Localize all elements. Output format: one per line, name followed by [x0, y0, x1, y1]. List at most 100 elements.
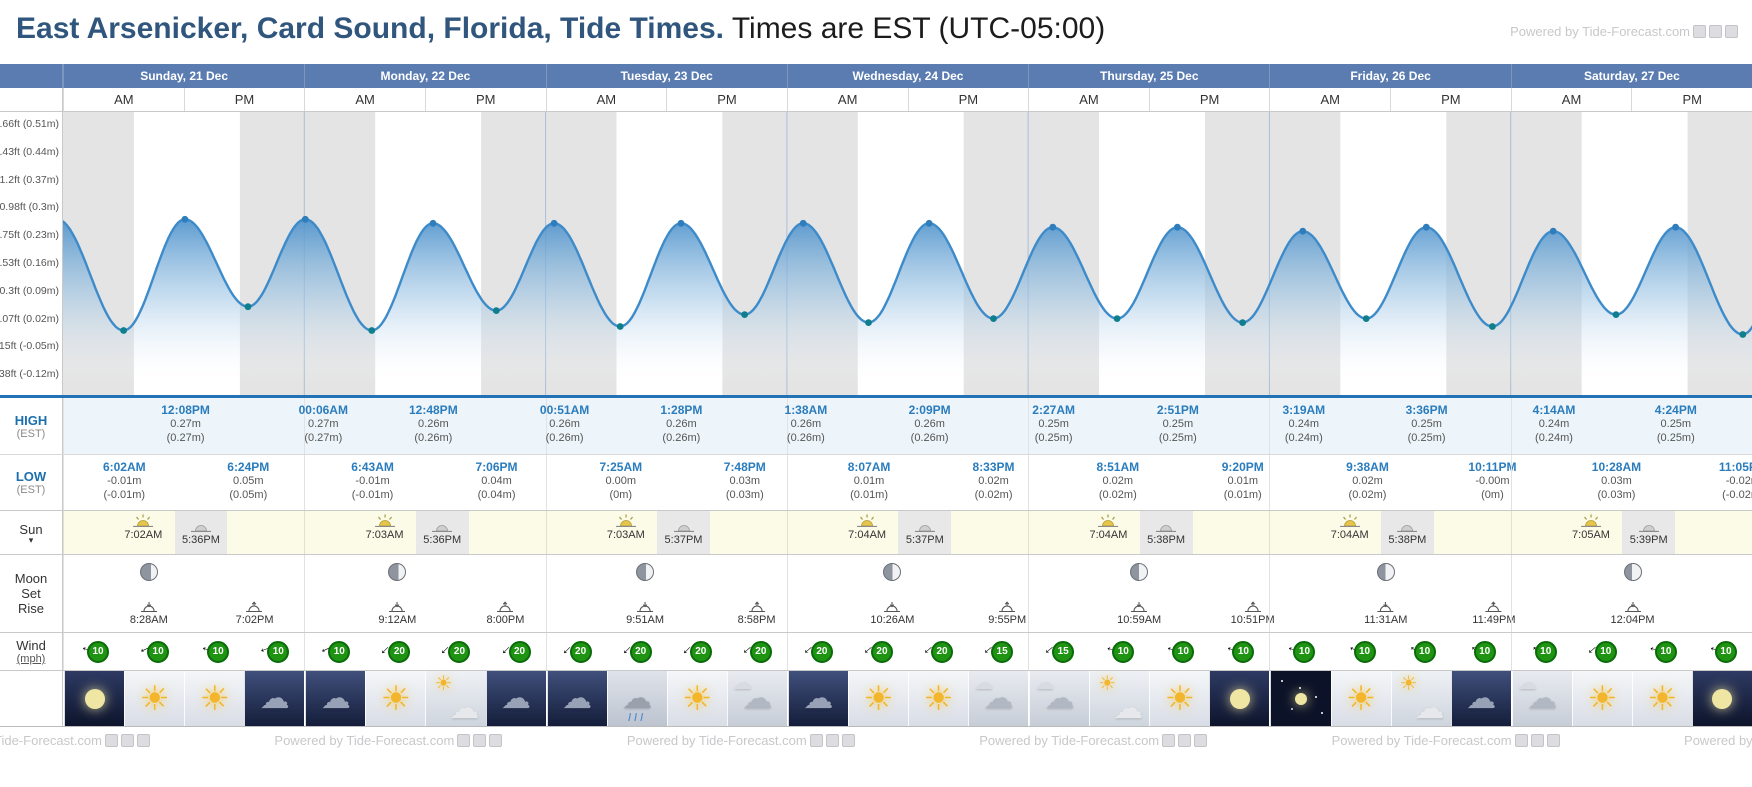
tide-high-event: 3:19AM 0.24m (0.24m): [1282, 403, 1325, 446]
am-label: AM: [545, 88, 667, 111]
wind-slot: → 10: [1572, 633, 1632, 670]
tide-curve-svg: [63, 112, 1752, 395]
moon-set-time: 9:51AM: [626, 614, 665, 627]
sunrise: 7:04AM: [848, 514, 886, 541]
app-badge-icon: [1546, 733, 1560, 747]
moon-rise-label: Rise: [17, 601, 44, 616]
powered-by-link[interactable]: Powered by Tide-Forecast.com: [1332, 733, 1560, 748]
sunset-time: 5:36PM: [423, 533, 462, 546]
weather-cell: ☁ ☀ ☀ ☁ ☁: [786, 671, 1029, 726]
wind-slot: → 10: [305, 633, 365, 670]
wind-mph-link[interactable]: (mph): [16, 653, 46, 665]
moon-cell: 10:59AM 10:51PM: [1028, 555, 1275, 632]
moon-rise: 9:55PM: [988, 601, 1026, 627]
sunrise: 7:04AM: [1089, 514, 1127, 541]
sunset: 5:38PM: [1139, 511, 1193, 554]
wind-speed-badge: 10: [1714, 640, 1737, 663]
sunset-icon: [1395, 519, 1419, 534]
tide-height: 0.03m: [729, 475, 761, 487]
wind-slot: → 10: [1632, 633, 1692, 670]
wind-slot: → 10: [1089, 633, 1149, 670]
wind-speed-badge: 20: [870, 640, 893, 663]
moon-cell: 12:04PM: [1510, 555, 1752, 632]
weather-sunny-icon: ☀: [847, 671, 908, 726]
wind-speed-badge: 10: [1293, 640, 1316, 663]
moon-rise-time: 7:02PM: [235, 614, 274, 627]
powered-by-text: Powered by Tide-Forecast.com: [979, 732, 1160, 748]
tide-time: 7:48PM: [723, 460, 766, 474]
moon-cell: 9:51AM 8:58PM: [545, 555, 787, 632]
sunset: 5:38PM: [1380, 511, 1434, 554]
tide-chart-row: 1.66ft (0.51m) 1.43ft (0.44m) 1.2ft (0.37m…: [0, 112, 1752, 398]
tide-datum: (0.26m): [786, 431, 825, 444]
location-title: East Arsenicker, Card Sound, Florida, Ti…: [16, 12, 725, 45]
weather-cloudy-night-icon: ☁: [485, 671, 546, 726]
powered-by-text: Powered by Tide-Forecast.com: [0, 732, 102, 748]
sunset-icon: [1637, 519, 1661, 534]
wind-cell: → 10 → 10 → 10 → 10: [1269, 633, 1510, 670]
day-cell: 3:19AM 0.24m (0.24m) 3:36PM 0.25m (0.25m): [1269, 398, 1510, 454]
tide-datum: (0.26m): [662, 431, 701, 444]
powered-by-top-link[interactable]: Powered by Tide-Forecast.com: [1510, 24, 1738, 39]
tide-height: -0.01m: [107, 475, 142, 487]
powered-by-link[interactable]: Powered by Tide-Forecast.com: [627, 733, 855, 748]
moon-rise-icon: [486, 601, 524, 614]
tide-datum: (0.01m): [850, 488, 889, 501]
high-row: HIGH (EST) 12:08PM 0.27m (0.27m) 00:06AM 0.2…: [0, 398, 1752, 455]
sunrise-time: 7:04AM: [848, 529, 887, 541]
tide-time: 9:38AM: [1346, 460, 1389, 474]
tide-chart: [63, 112, 1752, 395]
tide-height: 0.25m: [1660, 418, 1692, 430]
moon-set-icon: [1364, 601, 1407, 614]
wind-speed-badge: 20: [689, 640, 712, 663]
tide-time: 6:43AM: [351, 460, 394, 474]
weather-cloudy-night-icon: ☁: [305, 671, 366, 726]
tide-datum: (0.03m): [725, 488, 764, 501]
sun-cell: 7:04AM 5:38PM: [1028, 511, 1269, 554]
moon-rise-icon: [236, 601, 274, 614]
moon-phase-icon: [139, 563, 158, 581]
moon-rise-icon: [738, 601, 776, 614]
wind-speed-badge: 10: [1473, 640, 1496, 663]
wind-speed-badge: 10: [87, 640, 110, 663]
tide-height: 0.01m: [853, 475, 885, 487]
pm-label: PM: [907, 88, 1029, 111]
moon-rise-time: 8:00PM: [486, 614, 525, 627]
y-axis: 1.66ft (0.51m) 1.43ft (0.44m) 1.2ft (0.37m…: [0, 112, 63, 395]
wind-slot: → 20: [667, 633, 727, 670]
weather-clear-night-icon: [1270, 671, 1331, 726]
moon-rise: 7:02PM: [235, 601, 274, 627]
tide-time: 12:48PM: [408, 403, 458, 417]
powered-by-link[interactable]: Powered by Tide-Forecast.com: [979, 732, 1208, 748]
sunset: 5:36PM: [415, 511, 469, 554]
pm-label: PM: [1631, 88, 1752, 111]
day-cell: 12:08PM 0.27m (0.27m): [63, 398, 304, 454]
powered-by-link[interactable]: Powered by Tide-Forecast.com: [274, 733, 503, 748]
tide-height: 0.26m: [666, 418, 697, 430]
wind-slot: → 10: [1451, 633, 1511, 670]
wind-slot: → 10: [1331, 633, 1391, 670]
ampm-cell: AM PM: [1028, 88, 1269, 111]
weather-sunny-icon: ☀: [1149, 671, 1210, 726]
sun-label-text: Sun: [19, 521, 43, 537]
wind-slot: → 20: [486, 633, 546, 670]
weather-cloudy-icon: ☁ ☁: [1511, 671, 1572, 726]
pm-label: PM: [424, 88, 546, 111]
tide-high-event: 00:51AM 0.26m (0.26m): [540, 403, 589, 446]
moon-set: 8:28AM: [130, 601, 168, 627]
moon-rise-icon: [988, 601, 1026, 614]
weather-cloudy-night-icon: ☁: [1450, 671, 1511, 726]
day-header-cell: Monday, 22 Dec: [304, 64, 545, 88]
powered-by-link[interactable]: Powered by Tide-Forecast.com: [0, 733, 150, 748]
tide-datum: (-0.01m): [103, 488, 146, 501]
wind-row: Wind (mph) → 10 → 10 → 10 → 10 → 10 → 20 → 20 → 20 → 20 → 2…: [0, 633, 1752, 671]
tide-table: Sunday, 21 Dec Monday, 22 Dec Tuesday, 23 …: [0, 64, 1752, 727]
moon-set-icon: [1117, 601, 1161, 614]
y-axis-tick: 0.53ft (0.16m): [0, 257, 59, 269]
app-badge-icon: [1530, 733, 1544, 747]
powered-by-link[interactable]: Powered by Tide-Forecast.com: [1684, 733, 1752, 748]
tide-datum: (0.24m): [1284, 431, 1323, 444]
tide-height: 0.25m: [1162, 418, 1194, 430]
wind-label-text: Wind: [16, 638, 46, 653]
sun-cell: 7:02AM 5:36PM: [63, 511, 304, 554]
